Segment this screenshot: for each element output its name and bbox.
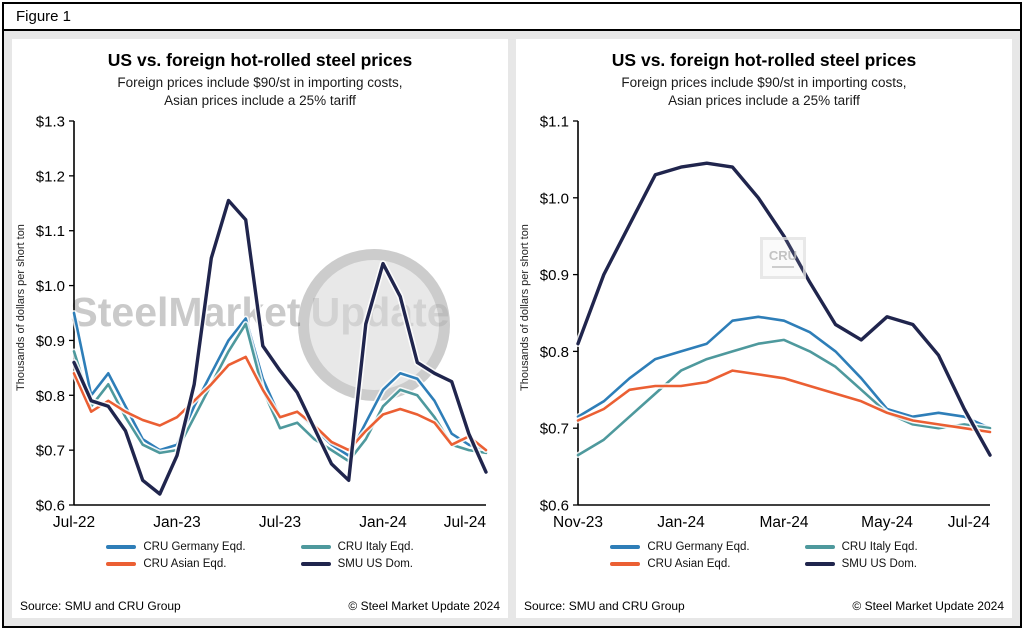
svg-text:Jul-22: Jul-22 xyxy=(53,514,95,531)
chart-panel-left: US vs. foreign hot-rolled steel prices F… xyxy=(12,39,508,618)
smu-us-line-swatch-icon xyxy=(300,562,331,566)
chart-subtitle-line2: Asian prices include a 25% tariff xyxy=(164,92,356,108)
figure-label: Figure 1 xyxy=(16,8,72,25)
panel-footer: Source: SMU and CRU Group © Steel Market… xyxy=(516,599,1012,618)
chart-subtitle-line2: Asian prices include a 25% tariff xyxy=(668,92,860,108)
svg-text:$0.6: $0.6 xyxy=(540,498,569,515)
svg-text:Jan-23: Jan-23 xyxy=(153,514,200,531)
steel-prices-line-chart-left: $0.6 $0.7 $0.8 $0.9 $1.0 $1.1 $1.2 $1.3 Jul-22 Ja… xyxy=(36,114,490,531)
smu-us-line-swatch-icon xyxy=(804,562,835,566)
chart-legend: CRU Germany Eqd. CRU Italy Eqd. CRU Asia… xyxy=(516,541,1012,570)
panel-footer: Source: SMU and CRU Group © Steel Market… xyxy=(12,599,508,618)
svg-text:Nov-23: Nov-23 xyxy=(553,514,603,531)
legend-item-italy: CRU Italy Eqd. xyxy=(300,541,414,554)
panels-row: US vs. foreign hot-rolled steel prices F… xyxy=(4,31,1020,626)
cru-watermark-text: CRU xyxy=(768,248,798,264)
chart-subtitle: Foreign prices include $90/st in importi… xyxy=(12,74,508,109)
watermark-text-sub: Update xyxy=(310,289,450,336)
svg-text:Jan-24: Jan-24 xyxy=(359,514,407,531)
legend-item-germany: CRU Germany Eqd. xyxy=(106,541,246,554)
legend-label: CRU Germany Eqd. xyxy=(647,541,750,554)
svg-text:May-24: May-24 xyxy=(861,514,913,531)
svg-text:$0.7: $0.7 xyxy=(36,443,65,460)
svg-text:$1.0: $1.0 xyxy=(36,278,65,295)
cru-watermark-bar xyxy=(772,266,794,269)
svg-text:$0.9: $0.9 xyxy=(540,267,569,284)
chart-subtitle-line1: Foreign prices include $90/st in importi… xyxy=(621,75,907,90)
legend-item-asian: CRU Asian Eqd. xyxy=(610,558,749,570)
svg-text:Jan-24: Jan-24 xyxy=(657,514,705,531)
legend-item-smu-us: SMU US Dom. xyxy=(804,558,918,571)
legend-item-germany: CRU Germany Eqd. xyxy=(610,541,750,554)
legend-label: CRU Germany Eqd. xyxy=(143,541,246,554)
legend-label: CRU Italy Eqd. xyxy=(841,541,918,554)
steel-prices-line-chart-right: $0.6 $0.7 $0.8 $0.9 $1.0 $1.1 Nov-23 Jan-24 Mar-… xyxy=(540,114,994,531)
svg-text:$0.9: $0.9 xyxy=(36,333,65,350)
svg-text:$0.8: $0.8 xyxy=(36,388,65,405)
svg-text:$0.8: $0.8 xyxy=(540,344,569,361)
svg-text:$1.3: $1.3 xyxy=(36,114,65,131)
smu-logo-watermark-icon xyxy=(298,249,450,402)
svg-text:$0.7: $0.7 xyxy=(540,421,569,438)
legend-item-smu-us: SMU US Dom. xyxy=(300,558,414,571)
chart-subtitle: Foreign prices include $90/st in importi… xyxy=(516,74,1012,109)
svg-text:$1.1: $1.1 xyxy=(36,223,65,240)
svg-text:Jul-24: Jul-24 xyxy=(948,514,991,531)
cru-logo-watermark-icon: CRU xyxy=(760,237,806,280)
source-note: Source: SMU and CRU Group xyxy=(524,599,685,613)
svg-text:$1.2: $1.2 xyxy=(36,168,65,185)
legend-label: CRU Asian Eqd. xyxy=(143,558,227,571)
svg-text:Mar-24: Mar-24 xyxy=(759,514,808,531)
asian-line-swatch-icon xyxy=(610,562,641,566)
chart-area: SteelMarket Update Thousands of dollars p… xyxy=(12,111,508,535)
italy-line-swatch-icon xyxy=(300,545,331,549)
figure-header: Figure 1 xyxy=(4,4,1020,31)
germany-line-swatch-icon xyxy=(106,545,137,549)
legend-item-italy: CRU Italy Eqd. xyxy=(804,541,918,554)
chart-subtitle-line1: Foreign prices include $90/st in importi… xyxy=(117,75,403,90)
chart-panel-right: US vs. foreign hot-rolled steel prices F… xyxy=(516,39,1012,618)
source-note: Source: SMU and CRU Group xyxy=(20,599,181,613)
legend-label: SMU US Dom. xyxy=(841,558,917,571)
svg-text:$1.0: $1.0 xyxy=(540,190,569,207)
germany-line-swatch-icon xyxy=(610,545,641,549)
svg-text:Jul-23: Jul-23 xyxy=(259,514,301,531)
chart-legend: CRU Germany Eqd. CRU Italy Eqd. CRU Asia… xyxy=(12,541,508,570)
copyright-note: © Steel Market Update 2024 xyxy=(852,599,1004,613)
legend-label: CRU Italy Eqd. xyxy=(337,541,414,554)
copyright-note: © Steel Market Update 2024 xyxy=(348,599,500,613)
legend-item-asian: CRU Asian Eqd. xyxy=(106,558,245,570)
svg-text:$1.1: $1.1 xyxy=(540,114,569,131)
svg-text:$0.6: $0.6 xyxy=(36,498,65,515)
chart-title: US vs. foreign hot-rolled steel prices xyxy=(611,50,917,70)
legend-label: CRU Asian Eqd. xyxy=(647,558,731,571)
legend-label: SMU US Dom. xyxy=(337,558,413,571)
watermark-text: SteelMarket Update xyxy=(12,289,508,336)
italy-line-swatch-icon xyxy=(804,545,835,549)
chart-area: CRU Thousands of dollars per short ton $… xyxy=(516,111,1012,535)
svg-text:Jul-24: Jul-24 xyxy=(444,514,487,531)
chart-title: US vs. foreign hot-rolled steel prices xyxy=(107,50,413,70)
asian-line-swatch-icon xyxy=(106,562,137,566)
